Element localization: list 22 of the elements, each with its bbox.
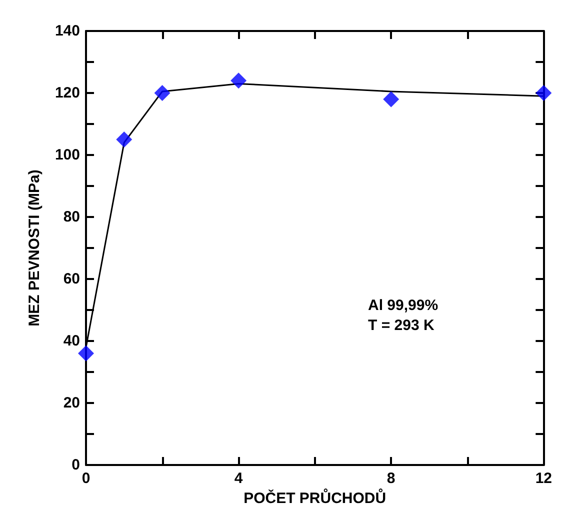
x-tick-label: 4 (234, 470, 244, 487)
y-tick-label: 140 (54, 22, 80, 40)
y-tick-label: 60 (63, 270, 80, 288)
point (116, 132, 132, 148)
x-axis-title: POČET PRŮCHODŮ (244, 488, 386, 507)
x-tick-label: 8 (386, 470, 396, 487)
y-tick-label: 0 (72, 456, 80, 474)
point (78, 345, 94, 362)
point (230, 72, 247, 89)
y-tick-label: 100 (54, 146, 80, 164)
x-tick-label: 0 (82, 470, 90, 487)
x-tick-label: 12 (535, 470, 552, 487)
point (536, 85, 552, 101)
y-tick-label: 80 (63, 208, 80, 226)
point (154, 85, 170, 101)
annotation: T = 293 K (368, 317, 434, 334)
annotation: Al 99,99% (368, 297, 438, 314)
y-axis-title: MEZ PEVNOSTI (MPa) (26, 170, 43, 326)
y-tick-label: 120 (54, 84, 80, 102)
y-tick-label: 40 (63, 332, 80, 350)
y-tick-label: 20 (63, 394, 80, 412)
point (383, 91, 400, 108)
